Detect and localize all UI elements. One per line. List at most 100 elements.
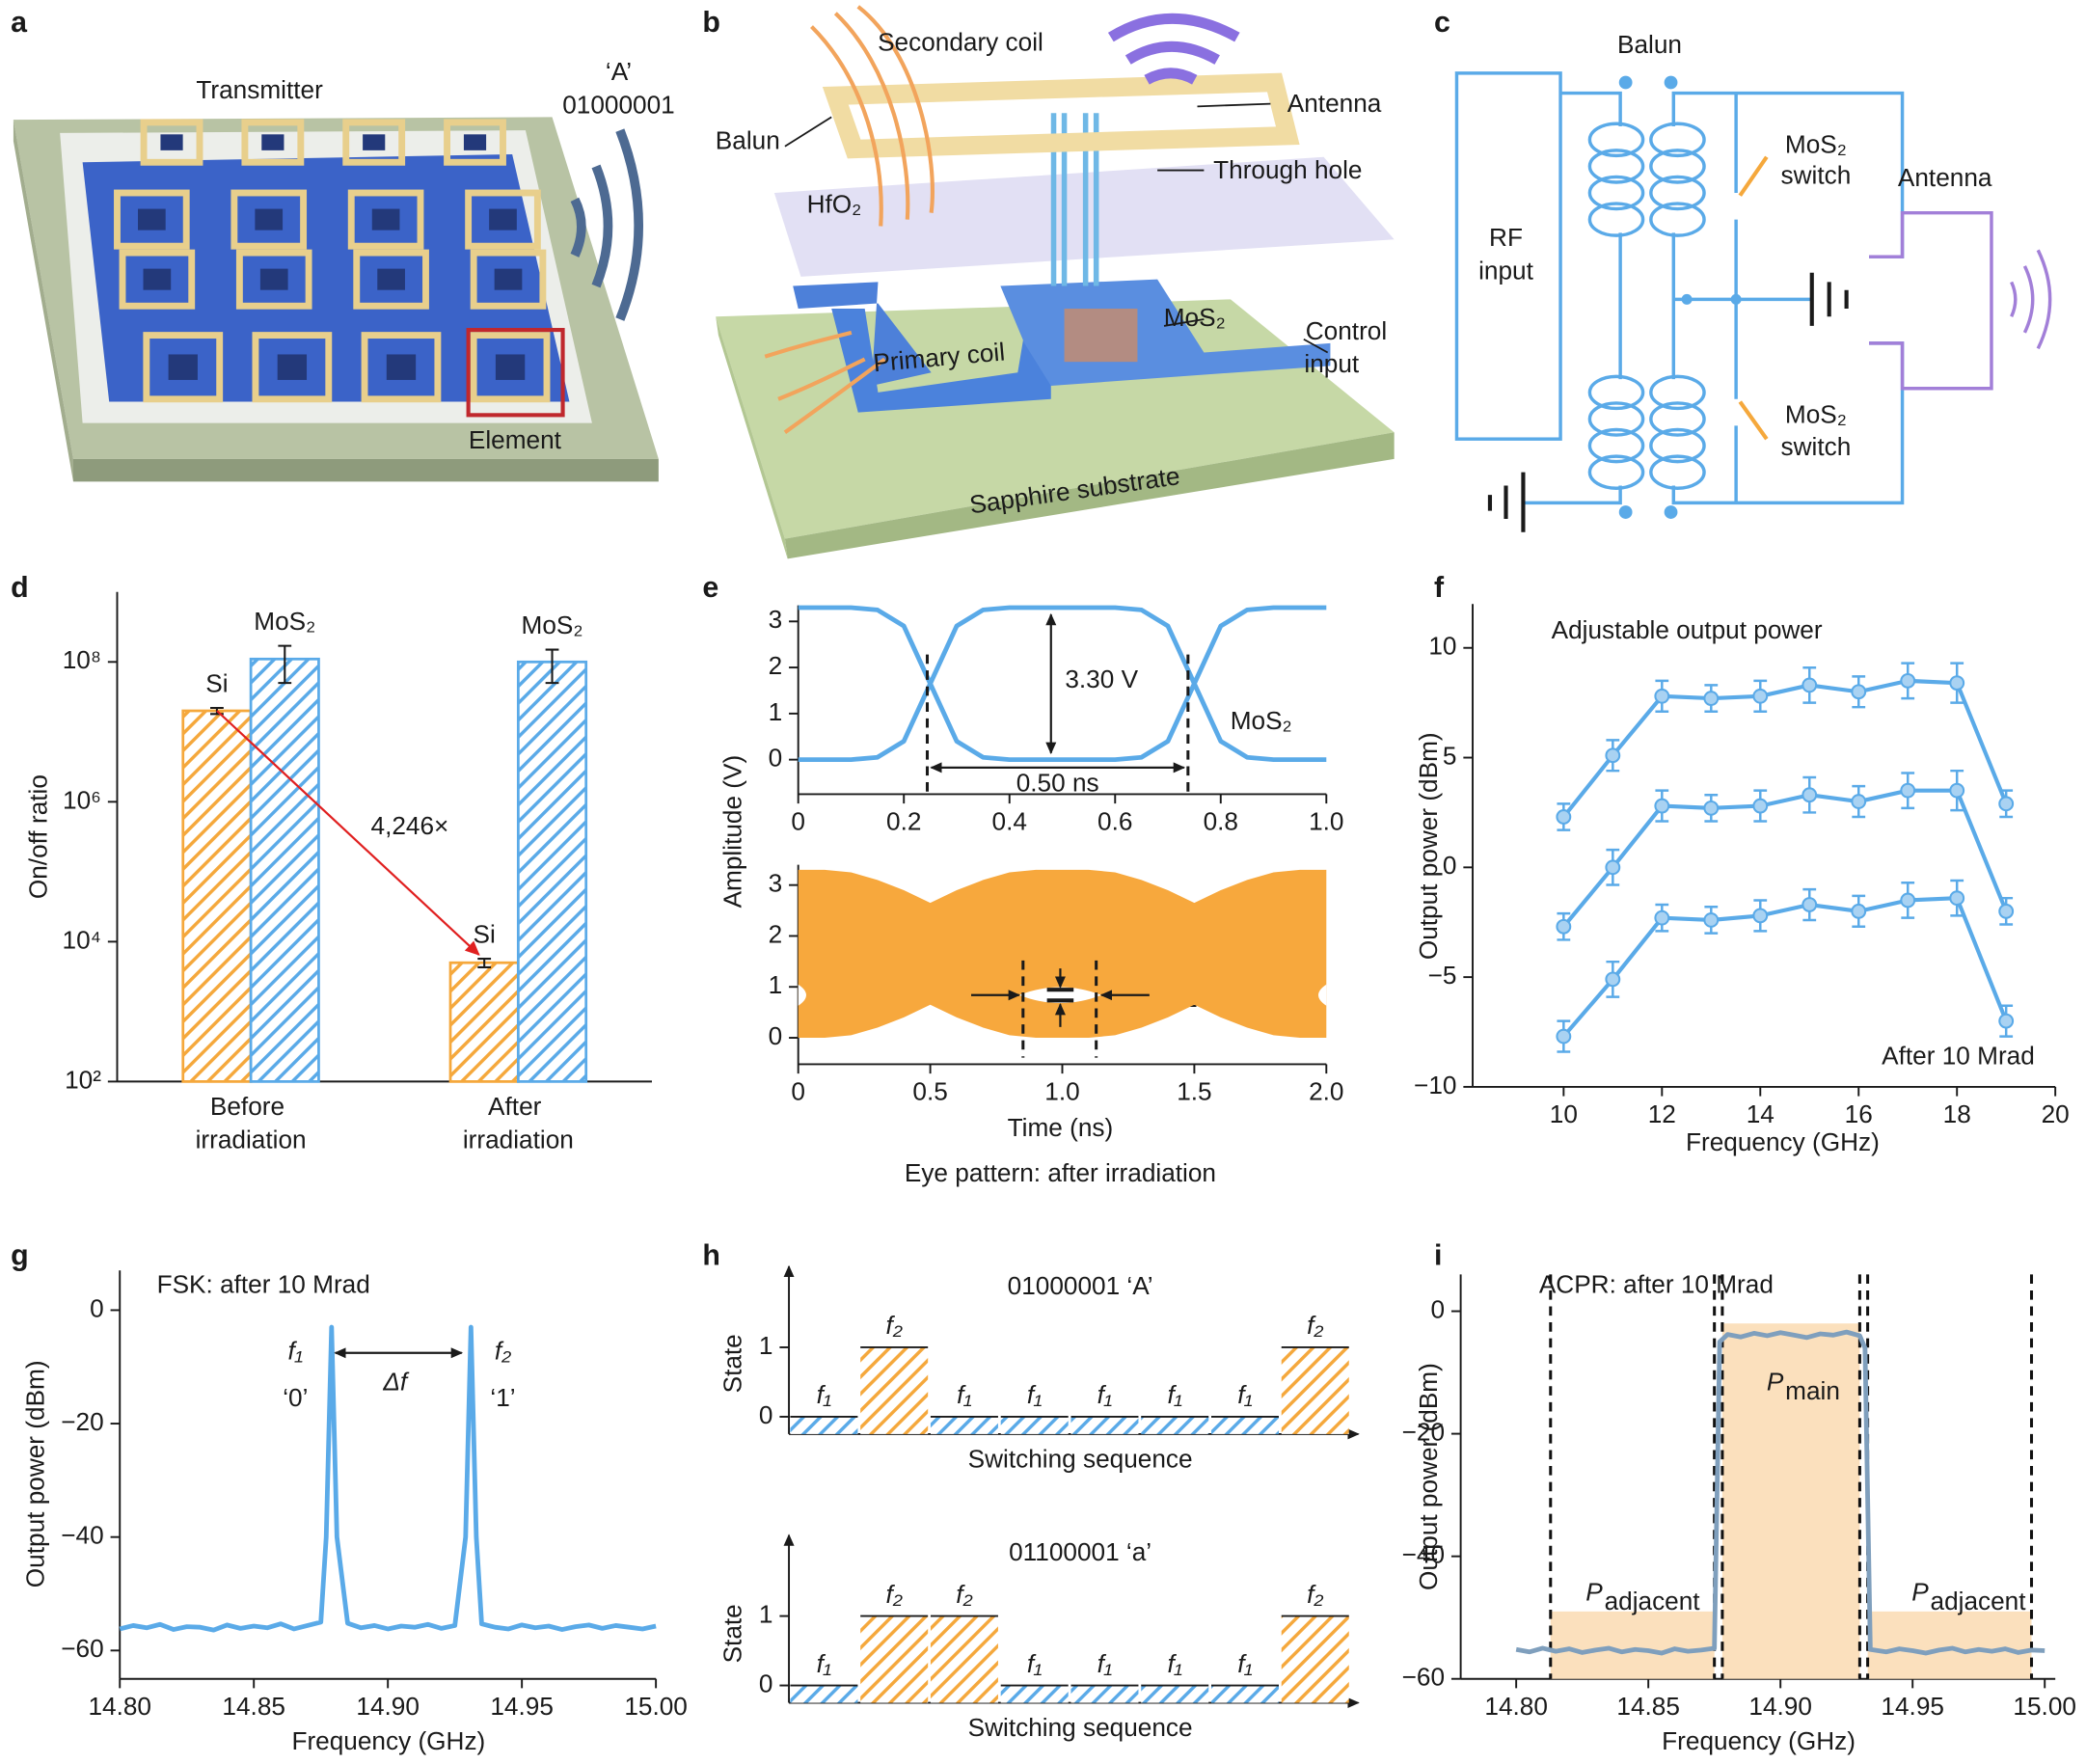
panel-label: g	[11, 1239, 29, 1271]
element-frame	[470, 249, 547, 310]
line	[119, 1324, 657, 1633]
x-tick-label: After irradiation	[463, 1092, 574, 1153]
x-tick-label: 14	[1747, 1099, 1774, 1128]
x-tick-label: 15.00	[624, 1692, 688, 1721]
label: Antenna	[1898, 163, 1992, 192]
y-axis-label: On/off ratio	[23, 774, 52, 899]
chart-title: 01100001 ‘a’	[1009, 1537, 1151, 1566]
point	[1998, 796, 2015, 812]
element-frame	[143, 332, 224, 403]
point	[1556, 1028, 1572, 1045]
y-tick-label: −5	[1428, 961, 1457, 990]
bar	[1000, 1416, 1069, 1434]
bar	[1070, 1416, 1139, 1434]
coils	[1587, 122, 1706, 490]
panel-b: Secondary coil Antenna Balun Through hol…	[716, 5, 1395, 559]
label: Element	[469, 425, 562, 454]
x-tick-label: 1.0	[1044, 1077, 1079, 1106]
coil-turn	[1649, 427, 1706, 464]
annotation: ACPR: after 10 Mrad	[1539, 1270, 1774, 1299]
annotation: f₂	[495, 1337, 511, 1366]
bar	[1141, 1416, 1209, 1434]
element-frame	[230, 189, 308, 250]
y-tick-label: −20	[61, 1407, 103, 1436]
panel-labels: a b c d e f g h i	[11, 7, 1450, 1272]
coil-turn	[1649, 175, 1706, 211]
line	[1561, 896, 2009, 1038]
y-axis-label: State	[718, 1334, 746, 1393]
x-tick-label: 14.95	[490, 1692, 554, 1721]
y-axis-label: Output power (dBm)	[21, 1360, 50, 1588]
node	[1730, 293, 1742, 305]
annotation-arrow	[1046, 988, 1074, 1003]
bar	[860, 1615, 929, 1703]
bit-label: f₂	[886, 1311, 903, 1340]
point	[1654, 909, 1670, 926]
y-tick-label: 10	[1428, 632, 1456, 661]
element-core	[386, 354, 417, 380]
x-tick-label: 0	[791, 1077, 805, 1106]
point	[1900, 892, 1916, 909]
leaders	[784, 102, 1329, 354]
label-sub: main	[1785, 1376, 1840, 1405]
label: MoS₂	[1785, 400, 1847, 429]
element-core	[168, 354, 198, 380]
mos2	[1064, 309, 1138, 363]
panel-label: a	[11, 7, 28, 39]
x-tick-label: 0.5	[912, 1077, 947, 1106]
bit-label: f₁	[1097, 1649, 1113, 1678]
panel-label: d	[11, 572, 29, 604]
caption: Eye pattern: after irradiation	[905, 1158, 1216, 1187]
coil-turn	[1649, 401, 1706, 437]
wires	[1523, 91, 1905, 505]
bit-label: f₂	[956, 1580, 972, 1609]
switches	[1738, 155, 1769, 441]
y-tick-label: 0	[759, 1400, 773, 1429]
bar	[1141, 1685, 1209, 1703]
y-tick-label: 1	[759, 1331, 773, 1360]
coil-turn	[1587, 374, 1645, 411]
point	[1949, 675, 1965, 692]
annotation: 3.30 V	[1065, 665, 1138, 693]
coil-turn	[1587, 149, 1645, 184]
element-frame	[465, 189, 541, 250]
label: 01000001	[562, 90, 675, 119]
bit-label: f₁	[1237, 1380, 1253, 1409]
x-tick-label: Before irradiation	[196, 1092, 307, 1153]
element-core	[255, 208, 284, 231]
element-core	[494, 268, 523, 290]
coil-turn	[1649, 374, 1706, 411]
secondary-coil	[822, 72, 1300, 159]
x-tick-label: 0.8	[1204, 807, 1238, 836]
point	[1556, 918, 1572, 935]
annotation: FSK: after 10 Mrad	[157, 1270, 370, 1299]
label: Transmitter	[196, 75, 323, 104]
y-tick-label: 10²	[65, 1065, 101, 1094]
x-axis-label: Switching sequence	[968, 1444, 1193, 1473]
label: input	[1304, 349, 1360, 378]
element-core	[277, 354, 308, 380]
element-core	[377, 268, 405, 290]
point	[1703, 800, 1720, 816]
y-tick-label: 10⁸	[63, 645, 101, 674]
coil-turn	[1649, 454, 1706, 490]
bit-label: f₂	[1307, 1580, 1323, 1609]
x-tick-label: 14.90	[1748, 1692, 1812, 1721]
series-label: MoS₂	[522, 611, 583, 639]
x-tick-label: 14.85	[222, 1692, 285, 1721]
annotation-arrow	[1021, 960, 1098, 1058]
y-tick-label: −60	[61, 1634, 103, 1663]
dot	[1664, 505, 1678, 519]
label: Secondary coil	[878, 27, 1043, 56]
point	[1703, 912, 1720, 928]
coil-turn	[1649, 149, 1706, 184]
series-label: Si	[205, 668, 228, 697]
bit-label: f₂	[1307, 1311, 1323, 1340]
coil-turn	[1587, 454, 1645, 490]
label: MoS₂	[1164, 303, 1226, 332]
bar	[1000, 1685, 1069, 1703]
element-frame	[252, 332, 333, 403]
bar	[516, 660, 588, 1083]
eye-band	[798, 869, 1327, 1039]
